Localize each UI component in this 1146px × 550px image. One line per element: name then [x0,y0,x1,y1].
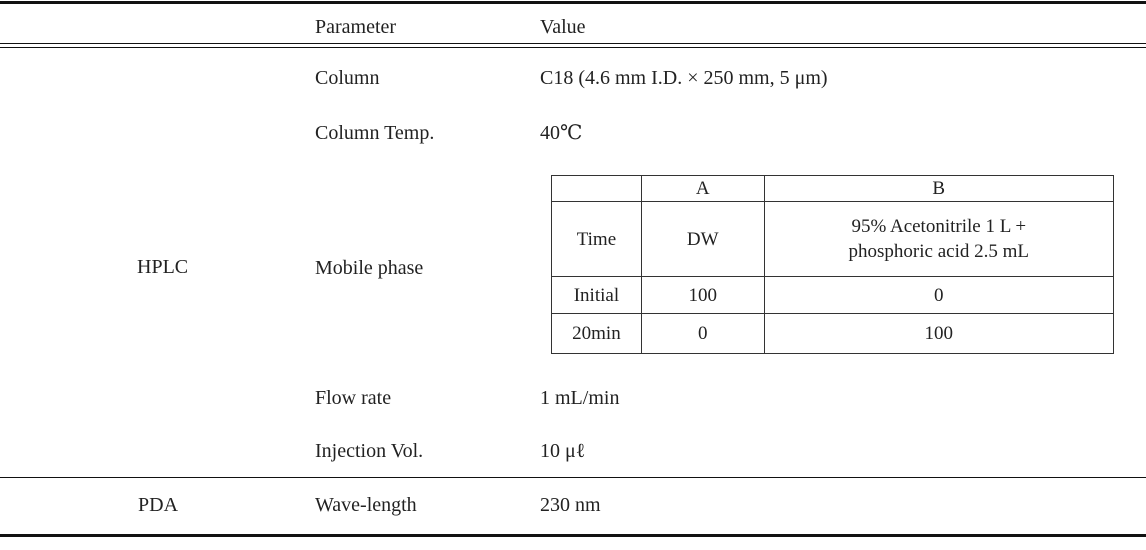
group-label: HPLC [137,256,189,278]
parameter: Column [315,67,380,89]
value: 1 mL/min [540,387,620,409]
parameter: Mobile phase [315,257,424,279]
parameter: Injection Vol. [315,440,424,462]
gradient-cell: B [763,175,1115,202]
parameter: Wave-length [315,494,417,516]
group-label: PDA [138,494,179,516]
header-cell: Parameter [315,16,397,38]
gradient-cell: 20min [551,313,642,354]
gradient-cell: 95% Acetonitrile 1 L + phosphoric acid 2… [763,201,1115,277]
gradient-row: Time DW 95% Acetonitrile 1 L + phosphori… [551,201,1115,277]
gradient-cell [551,175,642,202]
rule [0,477,1146,478]
gradient-cell: A [640,175,765,202]
header-cell: Value [540,16,586,38]
gradient-cell: 100 [640,276,765,314]
gradient-table: A B Time DW 95% Acetonitrile 1 L + phosp… [551,175,1115,354]
parameter: Column Temp. [315,122,435,144]
gradient-cell: 0 [763,276,1115,314]
gradient-cell: DW [640,201,765,277]
value: C18 (4.6 mm I.D. × 250 mm, 5 μm) [540,67,828,89]
value: 230 nm [540,494,601,516]
rule [0,47,1146,48]
rule [0,534,1146,537]
gradient-row: A B [551,175,1115,202]
rule [0,43,1146,44]
gradient-cell: Initial [551,276,642,314]
gradient-row: 20min 0 100 [551,313,1115,354]
gradient-cell: 0 [640,313,765,354]
rule [0,1,1146,4]
gradient-row: Initial 100 0 [551,276,1115,314]
value: 10 μℓ [540,440,586,462]
gradient-cell: Time [551,201,642,277]
parameter: Flow rate [315,387,392,409]
gradient-cell: 100 [763,313,1115,354]
value: 40℃ [540,122,583,144]
